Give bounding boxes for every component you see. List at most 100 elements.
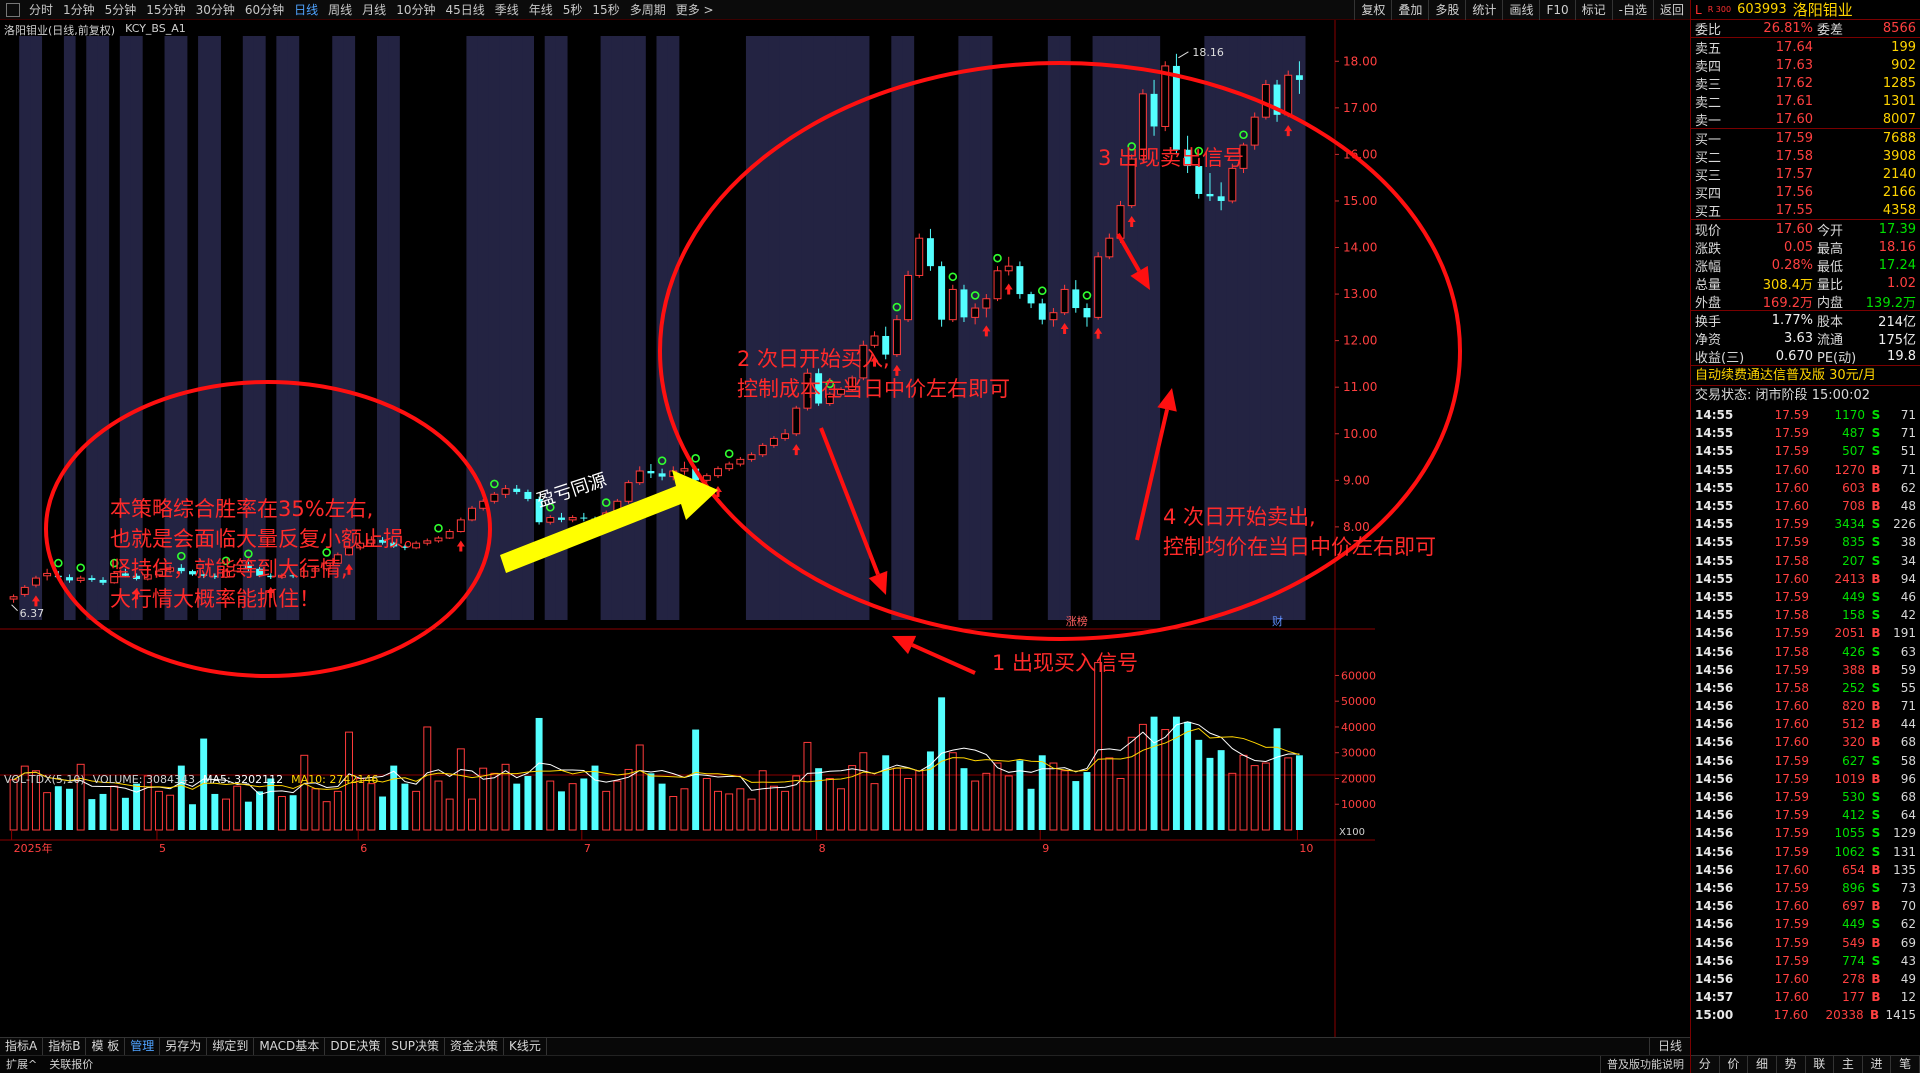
timeframe-多周期[interactable]: 多周期	[629, 2, 666, 17]
background-band	[19, 36, 31, 620]
tick-time: 14:56	[1695, 662, 1734, 677]
sell-signal-circle	[322, 548, 331, 557]
panel-tab-势[interactable]: 势	[1777, 1056, 1806, 1073]
ask-price: 17.62	[1775, 75, 1813, 91]
tick-time: 14:56	[1695, 680, 1734, 695]
indicator-tab-另存为[interactable]: 另存为	[160, 1038, 208, 1055]
tick-side: S	[1871, 408, 1881, 423]
volume-bar-down	[88, 799, 96, 830]
indicator-tab-DDE决策[interactable]: DDE决策	[325, 1038, 387, 1055]
panel-tab-分[interactable]: 分	[1691, 1056, 1720, 1073]
timeframe-15分钟[interactable]: 15分钟	[146, 2, 186, 17]
window-menu-icon[interactable]	[6, 2, 20, 17]
buy-signal-arrow	[31, 595, 40, 607]
toolbar-button--自选[interactable]: -自选	[1611, 0, 1653, 20]
toolbar-button-F10[interactable]: F10	[1539, 0, 1574, 20]
strategy-note-line: 坚持住，就能等到大行情,	[110, 557, 348, 581]
strategy-note-line: 大行情大概率能抓住！	[110, 587, 320, 611]
tick-row: 14:55 17.59 487 S 71	[1691, 424, 1920, 442]
tick-price: 17.59	[1774, 626, 1809, 641]
timeframe-15秒[interactable]: 15秒	[592, 2, 620, 17]
timeframe-日线[interactable]: 日线	[294, 2, 319, 17]
indicator-tab-SUP决策[interactable]: SUP决策	[386, 1038, 446, 1055]
timeframe-年线[interactable]: 年线	[528, 2, 553, 17]
background-band	[835, 36, 848, 620]
fund-value: 19.8	[1887, 348, 1916, 364]
candle-body-up	[31, 577, 40, 586]
timeframe-1分钟[interactable]: 1分钟	[63, 2, 95, 17]
candle-body-up	[20, 586, 29, 595]
timeframe-5秒[interactable]: 5秒	[562, 2, 583, 17]
ask-volume: 1301	[1882, 93, 1916, 109]
kline-chart[interactable]: 8.00 9.00 10.00 11.00 12.00 13.00 14.00 15.00 16…	[0, 20, 1690, 1037]
tick-row: 14:56 17.59 1055 S 129	[1691, 824, 1920, 842]
help-link[interactable]: 普及版功能说明	[1600, 1056, 1690, 1073]
panel-tab-价[interactable]: 价	[1720, 1056, 1749, 1073]
background-band	[1293, 36, 1306, 620]
indicator-tab-绑定到[interactable]: 绑定到	[207, 1038, 255, 1055]
indicator-tab-管理[interactable]: 管理	[125, 1038, 161, 1055]
panel-tab-进[interactable]: 进	[1863, 1056, 1892, 1073]
indicator-tab-指标A[interactable]: 指标A	[0, 1038, 44, 1055]
toolbar-button-叠加[interactable]: 叠加	[1391, 0, 1428, 20]
tick-list[interactable]: 14:55 17.59 1170 S 71 14:55 17.59 487 S 71 14:55 17…	[1691, 406, 1920, 1024]
tick-side: S	[1871, 953, 1881, 968]
tick-side: S	[1871, 644, 1881, 659]
max-price-label: 18.16	[1192, 46, 1224, 59]
timeframe-周线[interactable]: 周线	[328, 2, 353, 17]
toolbar-button-标记[interactable]: 标记	[1574, 0, 1612, 20]
period-label[interactable]: 日线	[1648, 1038, 1690, 1055]
candle-body-down	[580, 517, 588, 519]
volume-bar-down	[882, 755, 890, 830]
timeframe-分时[interactable]: 分时	[29, 2, 54, 17]
panel-tab-主[interactable]: 主	[1834, 1056, 1863, 1073]
toolbar-button-返回[interactable]: 返回	[1652, 0, 1690, 20]
price-tick-label: 18.00	[1343, 54, 1377, 68]
timeframe-60分钟[interactable]: 60分钟	[244, 2, 285, 17]
tick-time: 14:56	[1695, 717, 1734, 732]
step4-note: 4 次日开始卖出, 控制均价在当日中价左右即可	[1163, 502, 1436, 562]
timeframe-45日线[interactable]: 45日线	[445, 2, 485, 17]
candle-body-up	[568, 517, 577, 521]
expand-button[interactable]: 扩展^	[6, 1058, 38, 1071]
toolbar-button-统计[interactable]: 统计	[1465, 0, 1502, 20]
panel-tab-联[interactable]: 联	[1806, 1056, 1835, 1073]
toolbar-button-画线[interactable]: 画线	[1502, 0, 1539, 20]
volume-bar-up	[20, 765, 29, 831]
tick-count: 42	[1900, 608, 1916, 623]
toolbar-button-复权[interactable]: 复权	[1354, 0, 1391, 20]
timeframe-30分钟[interactable]: 30分钟	[195, 2, 235, 17]
tick-row: 14:55 17.60 708 B 48	[1691, 497, 1920, 515]
timeframe-10分钟[interactable]: 10分钟	[396, 2, 436, 17]
indicator-tab-K线元[interactable]: K线元	[504, 1038, 547, 1055]
indicator-tab-MACD基本[interactable]: MACD基本	[254, 1038, 326, 1055]
indicator-tab-模 板[interactable]: 模 板	[86, 1038, 126, 1055]
related-quote-button[interactable]: 关联报价	[49, 1058, 94, 1071]
volume-bar-up	[870, 783, 879, 831]
volume-bar-down	[647, 773, 655, 830]
background-band	[198, 36, 210, 620]
timeframe-5分钟[interactable]: 5分钟	[104, 2, 137, 17]
bid-label: 买三	[1695, 168, 1722, 184]
volume-bar-up	[367, 783, 376, 831]
subscription-ad[interactable]: 自动续费通达信普及版 30元/月	[1691, 366, 1920, 386]
timeframe-更多 >[interactable]: 更多 >	[675, 2, 714, 17]
indicator-tab-资金决策[interactable]: 资金决策	[445, 1038, 505, 1055]
fund-label: 收益(三)	[1695, 350, 1745, 366]
panel-tab-细[interactable]: 细	[1748, 1056, 1777, 1073]
tick-volume: 1062	[1834, 844, 1865, 859]
indicator-tab-指标B[interactable]: 指标B	[43, 1038, 87, 1055]
tick-price: 17.59	[1774, 917, 1809, 932]
candle-body-up	[300, 570, 309, 577]
timeframe-月线[interactable]: 月线	[362, 2, 387, 17]
stock-name[interactable]: 洛阳钼业	[1792, 1, 1853, 19]
tick-count: 44	[1900, 717, 1916, 732]
ask-price: 17.63	[1775, 57, 1813, 73]
buy-signal-arrow	[1094, 327, 1103, 339]
candle-body-down	[121, 573, 129, 576]
panel-tab-笔[interactable]: 笔	[1891, 1056, 1920, 1073]
toolbar-button-多股[interactable]: 多股	[1428, 0, 1465, 20]
timeframe-季线[interactable]: 季线	[494, 2, 519, 17]
price-tick-label: 10.00	[1343, 427, 1377, 441]
tick-volume: 774	[1842, 953, 1865, 968]
